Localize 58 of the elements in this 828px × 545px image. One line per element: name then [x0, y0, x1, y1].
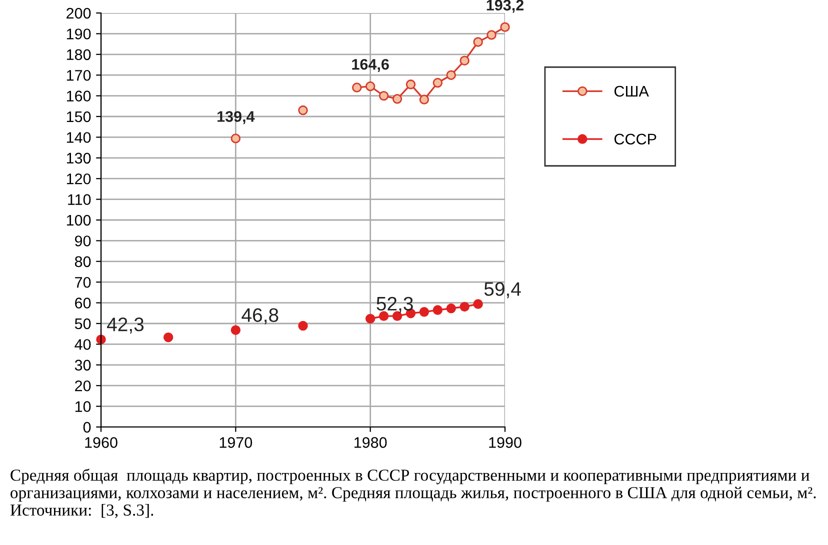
point	[365, 314, 376, 324]
y-tick-label: 150	[66, 111, 91, 122]
y-tick-label: 20	[75, 380, 91, 392]
y-tick-label: 70	[75, 276, 91, 288]
point	[298, 320, 308, 331]
point	[419, 94, 430, 104]
x-tick-label: 1980	[354, 437, 387, 448]
y-tick-label: 160	[66, 90, 91, 102]
point	[378, 90, 389, 101]
annotation: 164,6	[352, 58, 389, 72]
legend-label: США	[614, 86, 649, 97]
point	[419, 307, 430, 317]
point	[163, 332, 174, 342]
y-tick-label: 60	[75, 298, 91, 308]
point	[486, 30, 496, 40]
point	[392, 94, 402, 104]
point	[460, 302, 470, 312]
y-tick-label: 140	[66, 132, 91, 143]
point	[446, 70, 456, 80]
annotation: 139,4	[218, 111, 255, 124]
y-tick-label: 120	[66, 173, 91, 184]
y-tick-label: 30	[74, 360, 91, 371]
annotation: 42,3	[107, 318, 144, 334]
annotation: 59,4	[484, 282, 521, 298]
y-tick-label: 130	[66, 152, 91, 164]
point	[432, 305, 443, 315]
y-tick-label: 40	[74, 339, 91, 350]
y-tick-label: 170	[66, 70, 91, 81]
y-tick-label: 200	[66, 8, 91, 19]
legend-label: СССР	[614, 134, 656, 145]
point	[446, 304, 456, 314]
y-tick-label: 80	[74, 256, 91, 268]
annotation: 193,2	[486, 0, 524, 13]
x-tick-label: 1960	[85, 437, 118, 448]
point	[473, 299, 483, 309]
point	[500, 22, 510, 32]
point	[406, 80, 416, 90]
x-tick-label: 1990	[489, 437, 522, 448]
y-tick-label: 90	[75, 236, 91, 246]
annotation: 46,8	[242, 308, 278, 324]
y-tick-label: 0	[83, 422, 91, 433]
point	[352, 82, 362, 92]
x-tick-label: 1970	[220, 437, 252, 448]
y-tick-label: 110	[68, 194, 91, 205]
point	[432, 78, 443, 88]
point	[473, 37, 483, 47]
y-tick-label: 50	[74, 318, 91, 330]
point	[230, 134, 241, 144]
point	[230, 325, 241, 335]
y-tick-label: 10	[75, 401, 91, 412]
point	[298, 105, 308, 116]
y-tick-label: 180	[66, 49, 91, 60]
point	[365, 81, 376, 92]
y-tick-label: 190	[66, 28, 91, 40]
text: Средняя общая площадь квартир, построенных в СССР государственными и кооперативными предприятиями и организациями, колхозами и населением, м². Средняя площадь жилья, построенного в США для одной семьи, м². Источники: [3, S.3].	[10, 468, 816, 518]
annotation: 52,3	[376, 296, 413, 313]
y-tick-label: 100	[66, 214, 91, 226]
point	[460, 56, 470, 66]
